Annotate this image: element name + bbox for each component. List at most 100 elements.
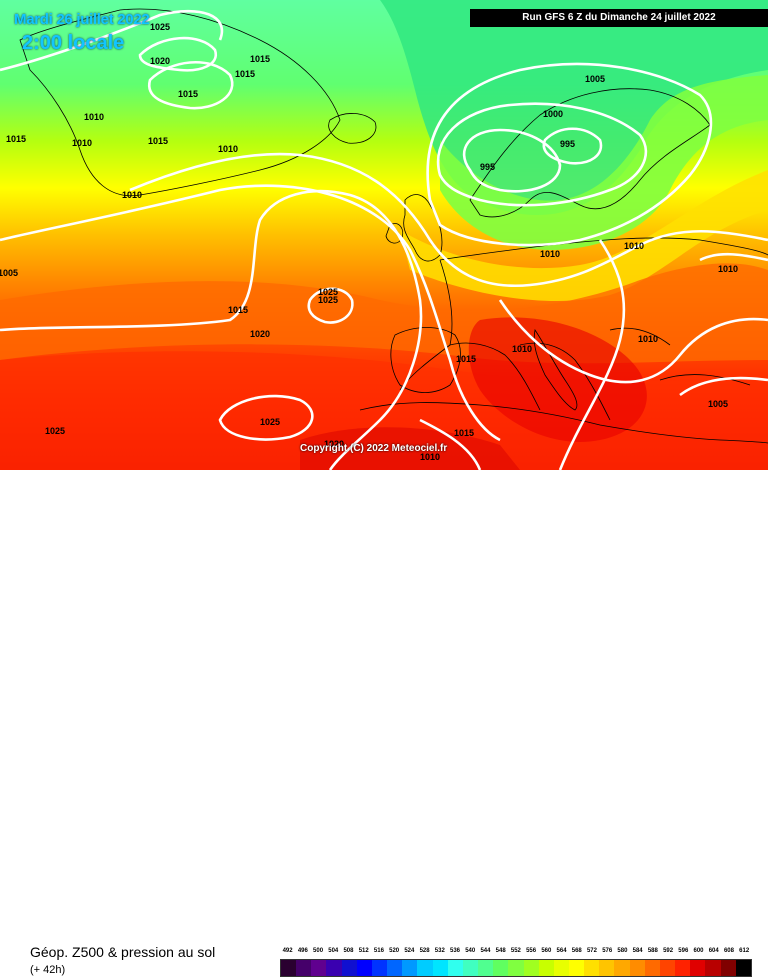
legend-swatch — [356, 960, 372, 976]
legend-swatch — [371, 960, 388, 976]
legend-swatch — [690, 960, 706, 976]
pressure-label: 1010 — [218, 144, 238, 154]
pressure-label: 1000 — [543, 109, 563, 119]
pressure-label: 1010 — [512, 344, 532, 354]
isobar-1025-high — [307, 287, 354, 324]
isobar-1005 — [426, 62, 713, 247]
pressure-label: 1025 — [260, 417, 280, 427]
run-info: Run GFS 6 Z du Dimanche 24 juillet 2022 — [470, 9, 768, 27]
isobar-1020-atlantic — [0, 189, 423, 470]
legend-value: 552 — [510, 948, 521, 954]
pressure-label: 1020 — [324, 439, 344, 449]
pressure-label: 1010 — [540, 249, 560, 259]
pressure-label: 1005 — [708, 399, 728, 409]
isobar-995-low — [462, 128, 562, 193]
deep-red-core — [468, 317, 647, 442]
pressure-label: 1010 — [84, 112, 104, 122]
legend-swatch — [659, 960, 676, 976]
legend-swatch — [508, 960, 524, 976]
pressure-label: 1015 — [178, 89, 198, 99]
pressure-label: 995 — [560, 139, 575, 149]
legend-swatch — [387, 960, 403, 976]
pressure-label: 1010 — [718, 264, 738, 274]
legend-value: 564 — [556, 948, 567, 954]
legend-value: 604 — [708, 948, 719, 954]
legend-value: 504 — [328, 948, 339, 954]
color-scale-legend: 492 496 500 504 508 512 516 520 524 528 532 536 540 5… — [280, 948, 752, 977]
legend-swatch — [478, 960, 494, 976]
legend-swatch — [493, 960, 509, 976]
legend-value: 576 — [602, 948, 613, 954]
scandinavia-outline — [469, 88, 711, 218]
copyright-notice: Copyright (C) 2022 Meteociel.fr — [300, 443, 448, 454]
legend-value: 500 — [313, 948, 324, 954]
pressure-label: 1015 — [235, 69, 255, 79]
legend-value: 520 — [389, 948, 400, 954]
pressure-label: 1025 — [318, 295, 338, 305]
pressure-label: 1015 — [6, 134, 26, 144]
pressure-label: 1010 — [420, 452, 440, 462]
pressure-label: 995 — [480, 162, 495, 172]
pressure-label: 1025 — [318, 287, 338, 297]
footer: Géop. Z500 & pression au sol (+ 42h) 492… — [0, 470, 768, 977]
legend-swatch — [675, 960, 691, 976]
legend-swatch — [281, 960, 297, 976]
pressure-label: 1020 — [250, 329, 270, 339]
legend-swatch — [629, 960, 645, 976]
legend-value: 548 — [495, 948, 506, 954]
isobar-1010-poland — [699, 252, 768, 262]
isobar-1005-east — [679, 376, 768, 397]
pressure-label: 1010 — [122, 190, 142, 200]
legend-value: 580 — [617, 948, 628, 954]
isobar-1015-rim — [0, 9, 224, 72]
weather-map: 1025 1020 1015 1015 1015 1010 1010 1015 … — [0, 0, 768, 470]
legend-swatch — [296, 960, 312, 976]
legend-value: 596 — [678, 948, 689, 954]
coastlines — [19, 8, 768, 444]
legend-value: 600 — [693, 948, 704, 954]
iceland-outline — [328, 113, 377, 144]
isobar-1010-east — [558, 239, 626, 470]
isobar-1020-greenland — [138, 36, 218, 72]
pressure-label: 1010 — [72, 138, 92, 148]
legend-value: 536 — [450, 948, 461, 954]
legend-swatch — [720, 960, 736, 976]
legend-swatch — [462, 960, 479, 976]
legend-swatch — [705, 960, 721, 976]
lead-time: (+ 42h) — [30, 964, 66, 976]
legend-value: 496 — [297, 948, 308, 954]
isobar-1015-atlantic — [0, 184, 501, 442]
north-africa-outline — [359, 402, 768, 444]
legend-swatch — [341, 960, 357, 976]
legend-swatch — [417, 960, 433, 976]
legend-value: 568 — [571, 948, 582, 954]
legend-swatch — [311, 960, 327, 976]
deep-red-africa — [300, 427, 520, 470]
legend-value: 524 — [404, 948, 415, 954]
legend-swatch — [735, 960, 751, 976]
ridge-band-yellow — [400, 170, 768, 301]
forecast-date: Mardi 26 juillet 2022 — [14, 11, 150, 28]
legend-value: 492 — [282, 948, 293, 954]
legend-swatches — [280, 959, 752, 977]
isobar-1000 — [436, 102, 648, 207]
greenland-outline — [19, 8, 341, 197]
legend-swatch — [644, 960, 660, 976]
legend-value: 516 — [373, 948, 384, 954]
iberia-outline — [390, 327, 461, 393]
pressure-label: 1025 — [45, 426, 65, 436]
legend-swatch — [568, 960, 585, 976]
pressure-label: 1020 — [150, 56, 170, 66]
legend-value: 592 — [663, 948, 674, 954]
pressure-label: 1015 — [250, 54, 270, 64]
pressure-labels: 1025 1020 1015 1015 1015 1010 1010 1015 … — [0, 22, 738, 462]
pressure-label: 1015 — [454, 428, 474, 438]
legend-value: 608 — [723, 948, 734, 954]
pressure-label: 1015 — [228, 305, 248, 315]
legend-value: 532 — [434, 948, 445, 954]
legend-value: 572 — [586, 948, 597, 954]
legend-value: 560 — [541, 948, 552, 954]
continental-europe-outline — [399, 237, 768, 421]
isobar-1015-greenland — [147, 61, 234, 110]
legend-value: 544 — [480, 948, 491, 954]
